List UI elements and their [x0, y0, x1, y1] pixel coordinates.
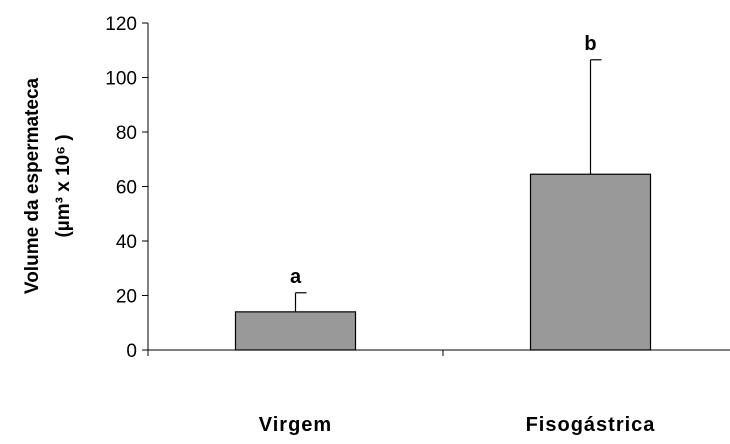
y-tick-label: 120: [105, 14, 137, 35]
y-axis: 0 20 40 60 80 100 120: [105, 14, 149, 362]
y-axis-title: Volume da espermateca (µm³ x 10⁶ ): [22, 78, 74, 295]
y-axis-title-line1: Volume da espermateca: [22, 78, 43, 295]
y-tick-label: 60: [116, 178, 137, 199]
bars: [234, 173, 652, 351]
significance-letter: b: [584, 33, 596, 55]
y-tick-label: 40: [116, 232, 137, 253]
y-tick-label: 80: [116, 123, 137, 144]
y-tick-label: 100: [105, 69, 137, 90]
x-category-label: Virgem: [259, 414, 332, 436]
error-bars: [294, 59, 602, 312]
y-axis-title-line2: (µm³ x 10⁶ ): [53, 134, 74, 237]
bar-virgem: [234, 311, 357, 351]
y-tick-label: 20: [116, 287, 137, 308]
bar-fisogástrica: [529, 173, 652, 351]
x-category-label: Fisogástrica: [526, 414, 656, 436]
y-tick-label: 0: [126, 341, 137, 362]
significance-letters: ab: [290, 33, 597, 288]
x-axis: Virgem Fisogástrica: [147, 349, 730, 436]
significance-letter: a: [290, 266, 302, 288]
